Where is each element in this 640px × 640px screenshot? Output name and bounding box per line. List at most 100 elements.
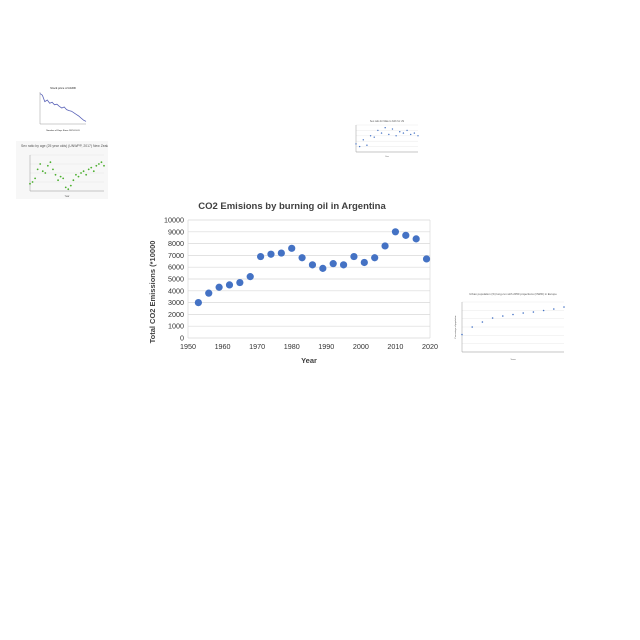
- thumb-data-point: [369, 135, 372, 137]
- data-point: [205, 289, 213, 297]
- thumb-data-point: [373, 136, 375, 138]
- data-point: [381, 242, 389, 250]
- thumb-data-point: [406, 129, 408, 132]
- y-tick-label: 4000: [168, 286, 184, 295]
- thumb-data-point: [461, 333, 463, 336]
- thumb-data-point: [85, 173, 88, 176]
- y-tick-label: 7000: [168, 251, 184, 260]
- thumb-chart-stock-price: Stock price of AGDD Number of Days Since …: [30, 84, 90, 132]
- data-point: [298, 254, 306, 262]
- thumb-stock-price-svg: Stock price of AGDD Number of Days Since …: [39, 86, 87, 132]
- thumb-data-point: [512, 313, 514, 316]
- y-tick-label: 3000: [168, 298, 184, 307]
- y-tick-label: 6000: [168, 263, 184, 272]
- x-axis-label: Year: [301, 356, 317, 365]
- thumb-data-point: [103, 164, 105, 167]
- thumb-data-point: [410, 133, 412, 136]
- thumb-data-point: [553, 308, 555, 310]
- thumb-data-point: [100, 161, 103, 164]
- thumb-data-point: [87, 168, 90, 171]
- thumb-data-point: [80, 172, 82, 174]
- thumb-data-point: [95, 164, 98, 167]
- data-point: [257, 252, 265, 261]
- thumb-data-point: [502, 315, 504, 317]
- thumb-data-point: [75, 173, 77, 176]
- chart-title: CO2 Emisions by burning oil in Argentina: [198, 201, 386, 212]
- thumb-data-point: [384, 127, 386, 129]
- x-ticks: 1950 1960 1970 1980 1990 2000 2010 2020: [180, 342, 438, 351]
- main-chart-svg: CO2 Emisions by burning oil in Argentina…: [148, 201, 438, 365]
- thumb-title: Stock price of AGDD: [50, 86, 76, 90]
- thumb-data-point: [36, 168, 39, 171]
- data-point: [267, 250, 275, 258]
- thumb-data-point: [391, 128, 394, 130]
- thumb-data-point: [395, 135, 397, 137]
- thumb-x-label: Year: [385, 156, 389, 158]
- thumb-data-point: [69, 184, 72, 187]
- thumb-data-point: [46, 164, 49, 167]
- data-point: [215, 283, 223, 291]
- data-point: [360, 258, 368, 267]
- thumb-data-point: [402, 132, 405, 134]
- y-tick-label: 9000: [168, 227, 184, 236]
- thumb-data-point: [366, 144, 368, 146]
- data-point: [371, 254, 379, 262]
- data-point: [246, 273, 254, 281]
- thumb-data-point: [362, 139, 364, 141]
- x-tick-label: 1960: [215, 342, 231, 351]
- data-point: [422, 255, 431, 263]
- data-point: [236, 278, 244, 287]
- data-point: [329, 260, 337, 268]
- y-tick-label: 5000: [168, 275, 184, 284]
- data-point: [225, 281, 234, 289]
- thumb-data-point: [388, 133, 390, 136]
- data-point: [194, 299, 202, 307]
- thumb-data-point: [358, 145, 361, 148]
- thumb-data-point: [64, 186, 67, 189]
- thumb-data-point: [90, 166, 93, 169]
- thumb-urban-population-svg: Urban population (%) long-run with 2050 …: [454, 292, 565, 361]
- thumb-data-point: [34, 177, 37, 180]
- data-point: [288, 244, 296, 252]
- y-tick-label: 10000: [164, 216, 184, 225]
- x-tick-label: 2020: [422, 342, 438, 351]
- thumb-data-point: [471, 326, 473, 328]
- data-point: [319, 264, 327, 272]
- thumb-data-point: [417, 135, 419, 137]
- data-point: [277, 249, 285, 257]
- grid: [187, 219, 431, 339]
- x-tick-label: 1950: [180, 342, 196, 351]
- thumb-y-label: Percentage of population: [454, 315, 457, 339]
- main-chart: CO2 Emisions by burning oil in Argentina…: [142, 195, 442, 365]
- thumb-x-label: Year: [65, 195, 70, 198]
- thumb-data-point: [82, 170, 85, 173]
- thumb-x-label: Years: [510, 358, 515, 361]
- data-point: [308, 261, 317, 269]
- thumb-data-point: [57, 179, 59, 182]
- thumb-title: Urban population (%) long-run with 2050 …: [469, 292, 557, 296]
- thumb-data-point: [355, 143, 357, 145]
- thumb-data-point: [481, 321, 484, 323]
- data-point: [402, 231, 410, 239]
- thumb-data-point: [54, 173, 57, 176]
- data-point: [350, 252, 358, 261]
- thumb-data-point: [413, 132, 416, 134]
- thumb-data-point: [67, 188, 70, 191]
- x-tick-label: 1970: [249, 342, 265, 351]
- thumb-chart-sex-ratio-us: Sex ratio for Male to birth for US Year: [348, 118, 420, 158]
- thumb-sex-ratio-nz-svg: Sex ratio by age (25 year olds) (UNWPP, …: [21, 144, 108, 198]
- thumb-data-point: [491, 317, 494, 319]
- thumb-data-point: [563, 306, 565, 308]
- thumb-data-point: [31, 181, 34, 183]
- thumb-data-point: [522, 312, 524, 314]
- thumb-sex-ratio-us-svg: Sex ratio for Male to birth for US Year: [355, 120, 419, 158]
- y-tick-label: 1000: [168, 322, 184, 331]
- thumb-data-point: [532, 311, 535, 313]
- data-point: [412, 235, 420, 243]
- thumb-data-point: [41, 170, 44, 173]
- thumb-data-point: [542, 309, 545, 312]
- y-axis-label: Total CO2 Emissions (*10000: [148, 241, 157, 344]
- thumb-x-label: Number of Days Since 1970-01-01: [46, 129, 80, 132]
- x-tick-label: 1990: [318, 342, 334, 351]
- thumb-chart-urban-population: Urban population (%) long-run with 2050 …: [452, 290, 568, 362]
